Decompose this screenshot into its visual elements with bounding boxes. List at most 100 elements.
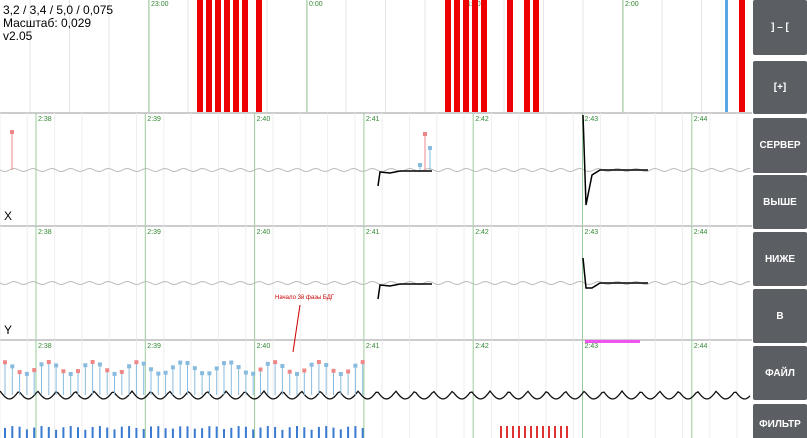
bar [274,426,277,438]
signal-segment [377,283,432,300]
signal-segment [582,257,648,289]
bar [84,429,87,438]
annotation: Начало 3й фазы БДГ [275,294,335,301]
signal-segment [582,114,648,206]
tick-label: 2:39 [147,116,161,123]
bar [25,429,28,438]
bar [164,428,167,438]
stem-head [32,368,37,373]
button[interactable]: НИЖЕ [753,232,807,286]
bar [215,426,218,438]
stem-head [141,361,146,366]
bar [500,426,502,438]
bar [281,429,284,438]
stem-head [76,369,80,374]
bar [142,428,145,438]
button[interactable]: ФАЙЛ [753,346,807,400]
tick-label: 2:41 [366,116,380,123]
bar [288,427,291,438]
tick-label: 2:39 [147,229,161,236]
stem-head [61,369,66,374]
bar [566,426,568,438]
bar [237,426,240,438]
bar [560,426,562,438]
stage-bar [463,0,469,112]
bar [186,426,189,438]
stem-head [68,371,73,376]
header-line: 3,2 / 3,4 / 5,0 / 0,075 [3,3,114,17]
tick-label: 2:40 [257,229,271,236]
marker [585,340,640,343]
button[interactable]: В [753,289,807,343]
button[interactable]: СЕРВЕР [753,118,807,173]
tick-label: 2:42 [475,229,489,236]
stem-head [90,360,95,365]
bar [244,426,247,438]
bar [512,426,514,438]
bar [518,426,520,438]
stem-head [178,360,183,365]
stem-head [105,368,110,373]
stem-head [200,371,205,376]
bar [113,429,116,438]
bar [106,427,109,438]
stem-head [185,360,190,365]
button[interactable]: [+] [753,61,807,114]
button[interactable]: ] – [ [753,0,807,55]
stem-head [265,361,270,366]
bar [120,426,123,438]
signal [0,389,751,400]
stem-head [353,363,358,368]
bar [361,427,364,438]
tick-label: 2:38 [38,116,52,123]
bar [69,426,72,438]
tick-label: 2:40 [257,116,271,123]
bar [354,426,357,438]
signal-segment [377,170,432,187]
tick-label: 2:41 [366,229,380,236]
button[interactable]: ФИЛЬТР [753,404,807,438]
bar [252,429,255,438]
stem-head [338,371,343,376]
bar [18,426,21,438]
stage-bar [215,0,221,112]
bar [347,426,350,438]
stem-head [24,371,29,376]
header-line: Масштаб: 0,029 [3,16,92,30]
stem-head [295,371,299,376]
tick-label: 2:38 [38,343,52,350]
bar [33,427,36,438]
bar [542,426,544,438]
stem-head [192,366,197,371]
stem-head [170,365,175,370]
stem-head [83,363,88,368]
stem-head [149,367,153,372]
charts: 23:000:001:002:002:382:392:402:412:422:4… [0,0,752,438]
stem-head [258,367,263,372]
bar [223,429,225,438]
stem-head [251,371,256,376]
bar [536,426,538,438]
tick-label: 2:42 [475,116,489,123]
stem-head [3,360,7,365]
stem-head [17,370,22,375]
tick-label: 2:43 [585,229,599,236]
signal [0,280,751,286]
stage-bar [206,0,212,112]
tick-label: 2:43 [585,343,599,350]
stem-head [418,163,422,167]
stem-head [280,363,285,368]
version: v2.05 [3,29,33,43]
stage-bar [481,0,487,112]
stem-head [243,370,248,375]
stage-bar [224,0,230,112]
stem-head [309,362,314,367]
button[interactable]: ВЫШЕ [753,175,807,229]
bar [548,426,550,438]
stem-head [97,362,102,367]
stem-head [127,364,132,369]
tick-label: 2:44 [694,116,708,123]
stem-head [214,366,219,371]
stem-head [222,361,226,366]
panel-label: Y [4,323,12,337]
